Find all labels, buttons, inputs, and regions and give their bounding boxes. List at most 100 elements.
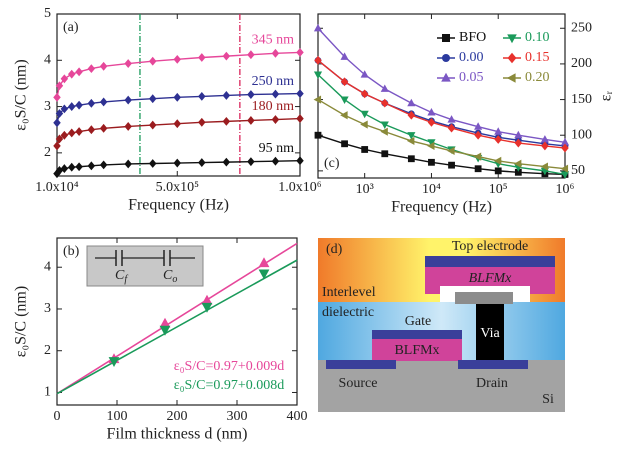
marker: [447, 123, 456, 133]
marker: [360, 110, 369, 119]
marker: [124, 95, 132, 105]
plot-frame: [317, 13, 566, 179]
lower-blfm: [372, 339, 462, 361]
marker: [340, 96, 349, 104]
y-tick-label: 4: [44, 259, 51, 274]
x-tick-label: 10³: [356, 182, 374, 197]
marker: [159, 325, 171, 336]
marker: [313, 71, 323, 80]
label: BLFMx: [394, 343, 439, 358]
marker: [124, 59, 132, 68]
x-axis-label: Film thickness d (nm): [107, 426, 248, 443]
marker: [407, 98, 416, 107]
marker: [247, 157, 255, 167]
marker: [513, 159, 522, 168]
marker: [507, 34, 517, 44]
marker: [271, 48, 280, 58]
y-tick-label: 50: [571, 163, 585, 178]
marker: [340, 77, 349, 87]
marker: [314, 55, 322, 65]
marker: [541, 141, 549, 151]
marker: [124, 159, 132, 169]
x-tick-label: 10⁵: [489, 182, 508, 197]
inset-label: Cf: [115, 268, 128, 285]
label-sub: f: [124, 274, 128, 285]
label: BLFMx: [469, 271, 513, 286]
y-tick-label: 250: [571, 20, 592, 35]
capacitor-gap: [116, 252, 122, 264]
marker: [313, 95, 322, 104]
y-tick-label: 2: [44, 343, 51, 358]
marker: [201, 294, 213, 305]
series-line: [317, 98, 566, 170]
y-axis-label: ε₀S/C (nm): [13, 59, 30, 130]
marker: [75, 127, 83, 136]
marker: [296, 114, 304, 124]
marker: [222, 157, 231, 167]
marker: [448, 161, 455, 169]
marker: [442, 54, 450, 62]
x-tick-label: 1.0x10⁴: [35, 180, 79, 195]
marker: [247, 116, 255, 125]
marker: [427, 139, 436, 147]
label: Source: [339, 376, 378, 391]
x-tick-label: 10⁶: [556, 182, 575, 197]
marker: [296, 89, 304, 99]
marker: [247, 90, 255, 99]
fit-line: [56, 259, 298, 395]
legend-label: 0.20: [525, 70, 550, 85]
fit-line: [56, 242, 298, 395]
marker: [87, 161, 96, 171]
marker: [148, 56, 157, 66]
marker: [148, 94, 157, 104]
y-tick-label: 3: [44, 301, 51, 316]
marker: [493, 156, 502, 165]
y-tick-label: 200: [571, 56, 592, 71]
marker: [428, 158, 435, 166]
marker: [247, 50, 255, 60]
marker: [67, 102, 76, 111]
series-label: 180 nm: [252, 99, 295, 114]
x-tick-label: 0: [54, 409, 61, 424]
x-axis-label: Frequency (Hz): [128, 197, 229, 214]
marker: [55, 81, 64, 91]
x-tick-label: 5.0x10⁵: [156, 180, 200, 195]
marker: [99, 123, 108, 133]
marker: [258, 257, 270, 268]
x-tick-label: 400: [287, 409, 308, 424]
marker: [173, 54, 182, 64]
x-tick-label: 200: [167, 409, 188, 424]
y-tick-label: 4: [44, 53, 51, 68]
marker: [201, 302, 213, 313]
x-tick-label: 300: [227, 409, 248, 424]
marker: [198, 117, 206, 127]
label: Interlevel: [322, 285, 376, 300]
marker: [506, 73, 516, 83]
marker: [540, 135, 549, 143]
marker: [474, 165, 482, 173]
marker: [296, 156, 304, 166]
marker: [75, 162, 83, 172]
y-tick-label: 5: [44, 6, 51, 21]
source: [326, 360, 396, 369]
marker: [494, 167, 502, 175]
marker: [173, 119, 182, 129]
marker: [99, 160, 108, 170]
marker: [507, 52, 517, 64]
marker: [340, 111, 348, 120]
marker: [473, 152, 482, 161]
marker: [108, 357, 120, 368]
marker: [381, 98, 389, 108]
marker: [87, 98, 96, 108]
marker: [198, 53, 206, 62]
panel-label: (c): [324, 156, 340, 171]
marker: [494, 127, 503, 135]
marker: [442, 34, 450, 42]
fit-label: ε₀S/C=0.97+0.008d: [174, 378, 285, 393]
series-label: 95 nm: [259, 141, 295, 156]
marker: [561, 143, 569, 153]
marker: [148, 159, 157, 168]
marker: [53, 92, 61, 102]
marker: [560, 171, 570, 179]
